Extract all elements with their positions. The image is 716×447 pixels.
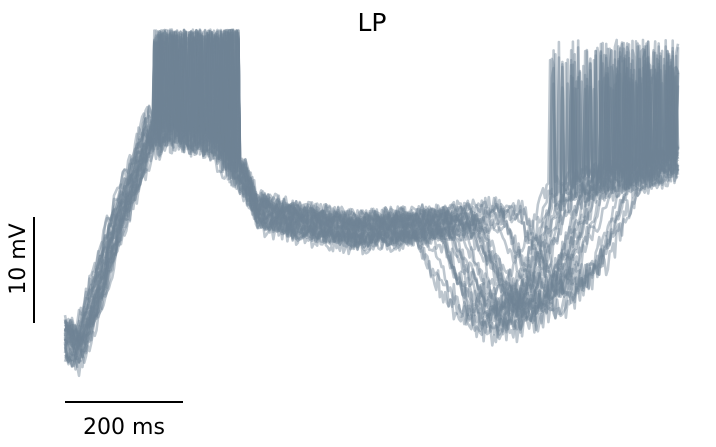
voltage-trace-13 xyxy=(63,28,680,367)
voltage-trace-15 xyxy=(63,28,680,348)
voltage-scale-label: 10 mV xyxy=(6,223,31,294)
voltage-trace-19 xyxy=(63,30,680,353)
voltage-trace-8 xyxy=(63,28,680,378)
voltage-trace-30 xyxy=(64,28,680,351)
voltage-trace-24 xyxy=(64,28,679,362)
voltage-trace-28 xyxy=(63,29,680,363)
voltage-trace-9 xyxy=(63,28,679,359)
voltage-trace-23 xyxy=(63,29,680,344)
voltage-trace-17 xyxy=(63,29,680,359)
voltage-trace-20 xyxy=(64,28,680,344)
voltage-trace-10 xyxy=(63,28,680,369)
voltage-trace-2 xyxy=(63,28,680,351)
voltage-trace-6 xyxy=(63,29,679,344)
voltage-trace-27 xyxy=(63,29,680,348)
voltage-trace-5 xyxy=(64,29,680,363)
voltage-trace-4 xyxy=(63,29,680,364)
voltage-trace-21 xyxy=(63,28,679,361)
chart-title: LP xyxy=(357,8,386,37)
voltage-trace-16 xyxy=(63,28,680,355)
voltage-trace-3 xyxy=(63,28,680,348)
voltage-trace-29 xyxy=(63,28,680,344)
time-scale-bar: 200 ms xyxy=(65,401,183,440)
voltage-trace-26 xyxy=(63,30,680,365)
voltage-scale-bar: 10 mV xyxy=(6,217,35,323)
time-scale-label: 200 ms xyxy=(83,415,165,440)
trace-group xyxy=(63,28,680,378)
voltage-trace-14 xyxy=(63,28,680,343)
voltage-trace-7 xyxy=(63,29,680,349)
voltage-trace-11 xyxy=(64,28,679,368)
voltage-trace-22 xyxy=(63,28,680,371)
voltage-trace-18 xyxy=(63,28,680,358)
voltage-trace-12 xyxy=(63,28,680,369)
voltage-trace-1 xyxy=(63,30,680,336)
voltage-trace-25 xyxy=(63,28,680,364)
